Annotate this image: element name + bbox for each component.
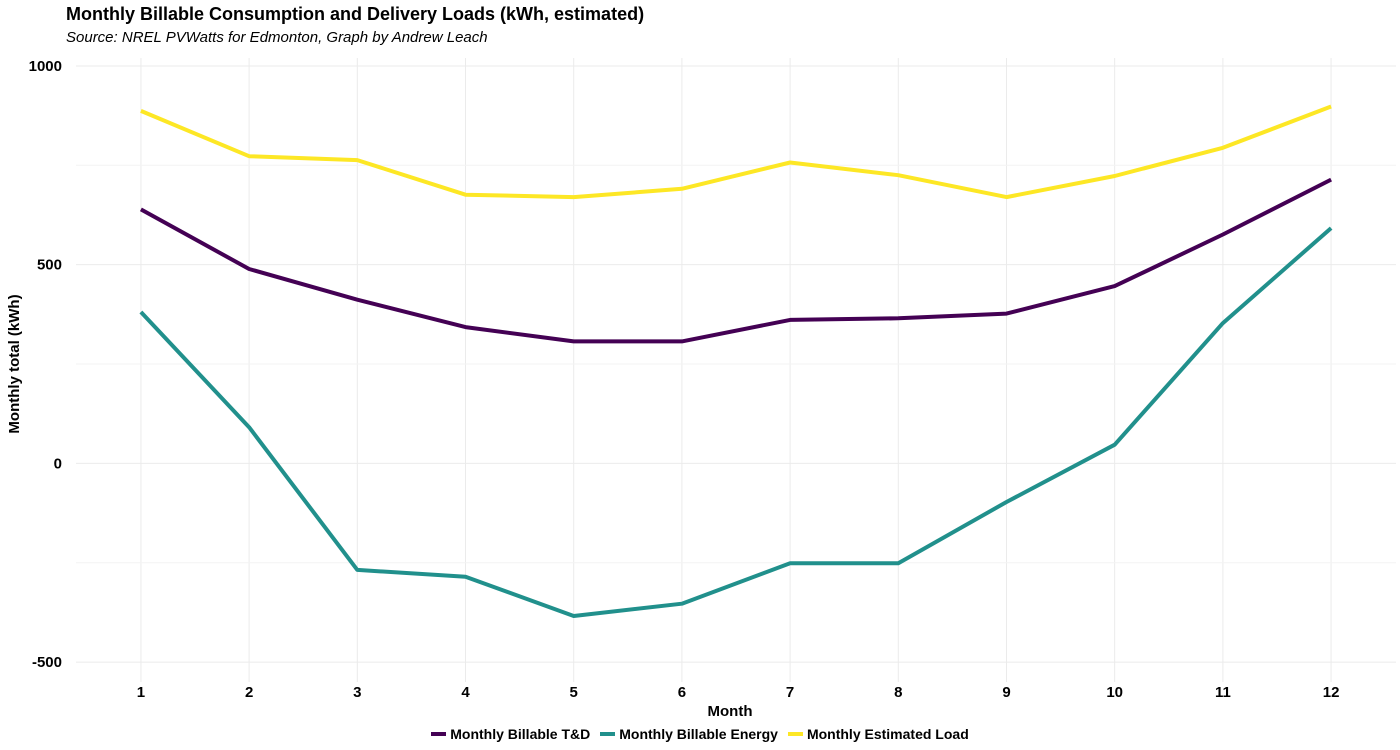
x-tick-label: 2	[245, 684, 253, 701]
series-line	[139, 177, 1333, 344]
y-tick-label: 500	[37, 257, 62, 274]
legend-item: Monthly Billable Energy	[600, 726, 778, 742]
x-tick-label: 5	[570, 684, 578, 701]
legend-label: Monthly Estimated Load	[806, 726, 969, 742]
x-tick-labels: 1 2 3 4 5 6 7 8 9 10 11 12	[137, 684, 1340, 701]
x-tick-label: 7	[786, 684, 794, 701]
legend-label: Monthly Billable T&D	[450, 726, 591, 742]
y-axis-title: Monthly total (kWh)	[6, 294, 23, 433]
x-tick-label: 12	[1323, 684, 1340, 701]
legend-swatch	[600, 732, 616, 736]
y-tick-labels: 1000 500 0 -500	[29, 58, 62, 671]
legend-item: Monthly Estimated Load	[787, 726, 969, 742]
grid	[76, 58, 1396, 682]
series-lines	[139, 104, 1333, 618]
y-tick-label: -500	[32, 654, 62, 671]
x-axis-title: Month	[708, 703, 753, 720]
y-tick-label: 1000	[29, 58, 62, 75]
chart-subtitle: Source: NREL PVWatts for Edmonton, Graph…	[66, 29, 488, 46]
x-tick-label: 4	[461, 684, 470, 701]
series-line	[140, 104, 1332, 200]
legend-swatch	[431, 732, 447, 736]
legend: Monthly Billable T&D Monthly Billable Ene…	[0, 726, 1400, 742]
legend-label: Monthly Billable Energy	[619, 726, 778, 742]
x-tick-label: 6	[678, 684, 686, 701]
chart-title: Monthly Billable Consumption and Deliver…	[66, 4, 645, 24]
y-tick-label: 0	[54, 455, 62, 472]
x-tick-label: 1	[137, 684, 145, 701]
legend-swatch	[787, 732, 803, 736]
x-tick-label: 11	[1215, 684, 1231, 701]
x-tick-label: 9	[1002, 684, 1010, 701]
series-line	[139, 226, 1333, 618]
legend-item: Monthly Billable T&D	[431, 726, 590, 742]
x-tick-label: 8	[894, 684, 902, 701]
x-tick-label: 3	[353, 684, 361, 701]
x-tick-label: 10	[1106, 684, 1123, 701]
